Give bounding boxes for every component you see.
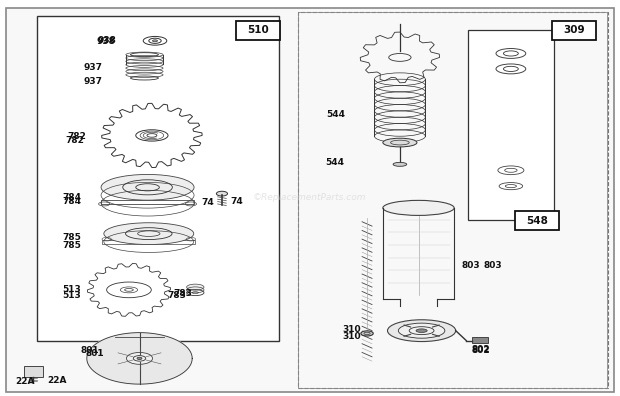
Text: 802: 802	[471, 345, 490, 354]
Bar	[298, 12, 608, 388]
Bar	[37, 16, 279, 341]
Text: 510: 510	[247, 25, 269, 36]
Bar	[515, 211, 559, 230]
Text: 544: 544	[326, 158, 345, 167]
Ellipse shape	[137, 357, 142, 360]
Ellipse shape	[416, 329, 427, 333]
Text: 785: 785	[62, 241, 81, 250]
Text: 513: 513	[62, 291, 81, 299]
Text: 74: 74	[231, 198, 244, 206]
Ellipse shape	[498, 166, 524, 175]
Text: 785: 785	[62, 233, 81, 242]
Bar	[102, 240, 195, 244]
Text: 548: 548	[526, 215, 548, 226]
Text: 803: 803	[462, 261, 480, 270]
Text: 309: 309	[564, 25, 585, 36]
Text: 513: 513	[62, 286, 81, 294]
Ellipse shape	[361, 331, 373, 336]
Text: 783: 783	[174, 289, 192, 298]
Ellipse shape	[496, 48, 526, 58]
Text: 802: 802	[471, 346, 490, 355]
Text: 938: 938	[96, 37, 115, 46]
Text: 784: 784	[62, 194, 81, 202]
Bar	[298, 12, 607, 388]
Text: ©ReplacementParts.com: ©ReplacementParts.com	[253, 194, 367, 202]
Text: 937: 937	[84, 63, 103, 72]
Bar	[472, 337, 488, 343]
Ellipse shape	[388, 320, 456, 341]
Text: 801: 801	[81, 346, 99, 355]
Text: 801: 801	[86, 349, 104, 358]
Bar	[468, 30, 554, 220]
Ellipse shape	[101, 174, 194, 200]
Ellipse shape	[383, 200, 454, 215]
Text: 937: 937	[84, 77, 103, 86]
Bar	[24, 366, 43, 377]
Text: 938: 938	[97, 36, 116, 45]
Polygon shape	[87, 333, 192, 384]
Ellipse shape	[383, 138, 417, 147]
Text: 22A: 22A	[16, 377, 35, 386]
Ellipse shape	[153, 40, 157, 42]
Ellipse shape	[393, 162, 407, 166]
Text: 74: 74	[202, 198, 215, 207]
Ellipse shape	[216, 191, 228, 196]
Ellipse shape	[499, 183, 523, 190]
Ellipse shape	[399, 323, 445, 338]
Text: 783: 783	[167, 291, 186, 299]
Text: 22A: 22A	[47, 377, 66, 385]
Bar	[552, 21, 596, 40]
Text: 310: 310	[343, 326, 361, 334]
Bar	[236, 21, 280, 40]
Text: 310: 310	[343, 332, 361, 341]
Bar	[101, 200, 194, 204]
Ellipse shape	[496, 64, 526, 74]
Ellipse shape	[187, 284, 204, 290]
Text: 782: 782	[65, 136, 84, 145]
Text: 784: 784	[62, 198, 81, 206]
Text: 803: 803	[484, 261, 502, 270]
Text: 782: 782	[67, 132, 86, 141]
Ellipse shape	[104, 223, 193, 244]
Ellipse shape	[126, 352, 153, 364]
Text: 544: 544	[327, 110, 346, 119]
